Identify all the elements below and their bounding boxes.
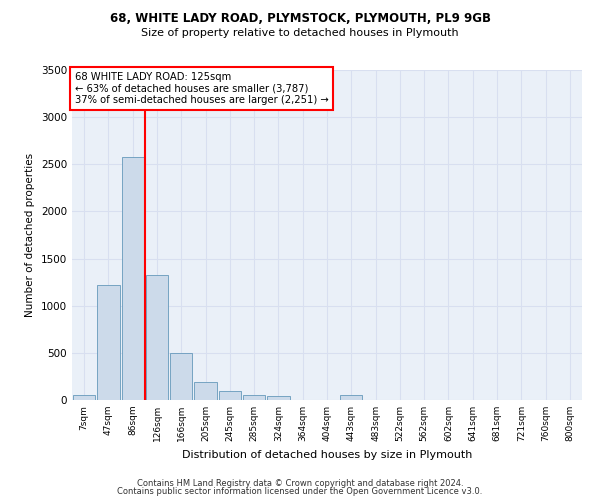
Text: 68, WHITE LADY ROAD, PLYMSTOCK, PLYMOUTH, PL9 9GB: 68, WHITE LADY ROAD, PLYMSTOCK, PLYMOUTH… (110, 12, 491, 26)
Text: Contains public sector information licensed under the Open Government Licence v3: Contains public sector information licen… (118, 487, 482, 496)
Text: Size of property relative to detached houses in Plymouth: Size of property relative to detached ho… (141, 28, 459, 38)
Text: Contains HM Land Registry data © Crown copyright and database right 2024.: Contains HM Land Registry data © Crown c… (137, 478, 463, 488)
Bar (170, 353, 193, 400)
Bar (73, 396, 95, 400)
Bar (340, 396, 362, 400)
Bar (97, 285, 119, 400)
Bar (267, 396, 290, 400)
Bar (194, 382, 217, 400)
Text: 68 WHITE LADY ROAD: 125sqm
← 63% of detached houses are smaller (3,787)
37% of s: 68 WHITE LADY ROAD: 125sqm ← 63% of deta… (74, 72, 328, 105)
X-axis label: Distribution of detached houses by size in Plymouth: Distribution of detached houses by size … (182, 450, 472, 460)
Bar (243, 396, 265, 400)
Bar (146, 274, 168, 400)
Bar (122, 156, 144, 400)
Y-axis label: Number of detached properties: Number of detached properties (25, 153, 35, 317)
Bar (218, 390, 241, 400)
